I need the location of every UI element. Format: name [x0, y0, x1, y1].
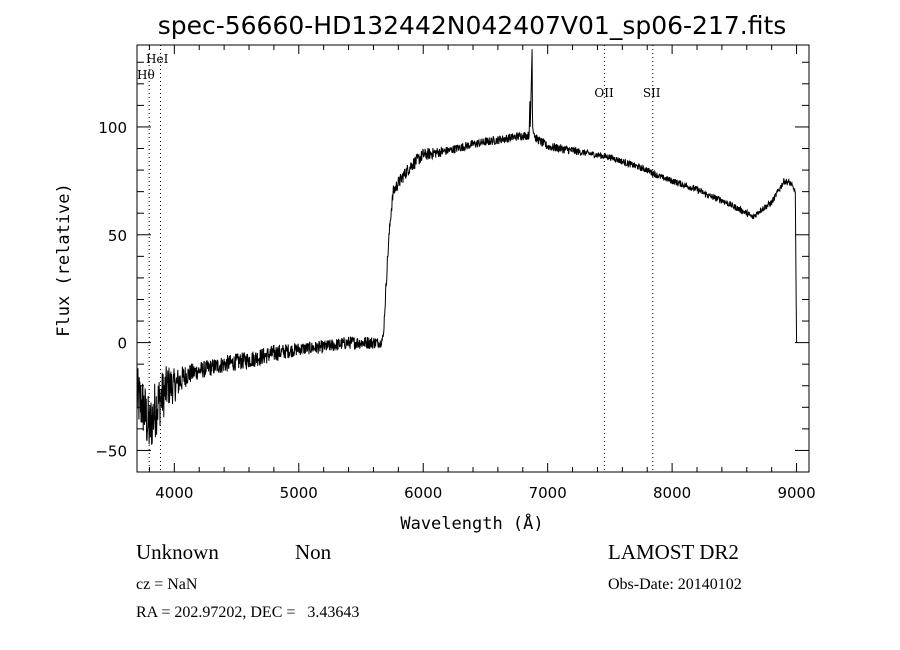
y-tick-label: −50	[95, 442, 127, 460]
x-tick-label: 9000	[777, 484, 815, 502]
x-tick-label: 4000	[155, 484, 193, 502]
y-tick-label: 100	[98, 119, 127, 137]
x-tick-label: 8000	[653, 484, 691, 502]
x-tick-label: 5000	[280, 484, 318, 502]
spectrum-chart: spec-56660-HD132442N042407V01_sp06-217.f…	[54, 11, 816, 534]
chart-title: spec-56660-HD132442N042407V01_sp06-217.f…	[158, 11, 787, 40]
ra-dec: RA = 202.97202, DEC = 3.43643	[136, 604, 360, 621]
class-label: Unknown	[136, 540, 219, 564]
x-tick-label: 7000	[529, 484, 567, 502]
subclass-label: Non	[295, 540, 332, 564]
line-marker-label: Hθ	[137, 68, 155, 82]
spectrum-line	[136, 49, 798, 445]
line-marker-label: OII	[594, 86, 614, 100]
cz-value: cz = NaN	[136, 576, 198, 593]
spectral-line-markers: HeI Hθ OII SII	[137, 45, 661, 472]
axis-ticks: 4000 5000 6000 7000 8000 9000 −50 0 50 100	[95, 45, 816, 502]
x-axis-label: Wavelength (Å)	[400, 512, 543, 534]
x-tick-label: 6000	[404, 484, 442, 502]
line-marker-label: HeI	[146, 52, 169, 66]
line-marker-label: SII	[643, 86, 661, 100]
y-tick-label: 0	[117, 335, 127, 353]
obs-date: Obs-Date: 20140102	[608, 576, 742, 593]
survey-label: LAMOST DR2	[608, 540, 739, 564]
plot-frame	[136, 44, 810, 473]
y-tick-label: 50	[108, 227, 127, 245]
y-axis-label: Flux (relative)	[54, 183, 74, 337]
